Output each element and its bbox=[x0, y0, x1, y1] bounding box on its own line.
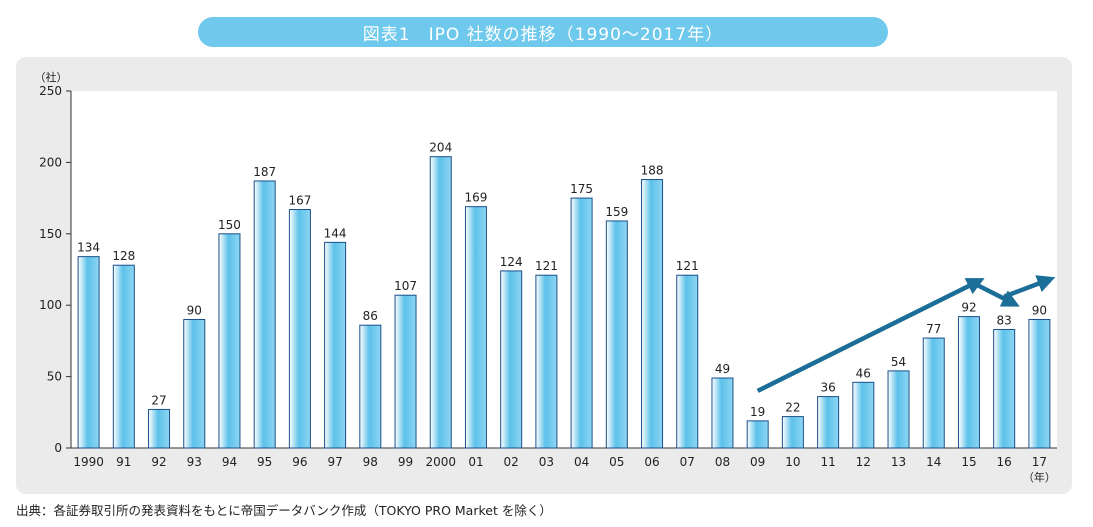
bar-value-label: 128 bbox=[112, 249, 135, 263]
x-tick-label: 04 bbox=[574, 455, 589, 469]
x-tick-label: 08 bbox=[715, 455, 730, 469]
bar bbox=[324, 241, 347, 449]
bar bbox=[535, 274, 558, 449]
x-tick-label: 14 bbox=[926, 455, 941, 469]
x-tick-label: 12 bbox=[856, 455, 871, 469]
trend-arrow bbox=[1003, 275, 1056, 299]
bar bbox=[1028, 318, 1051, 449]
bar-value-label: 204 bbox=[429, 141, 452, 155]
x-unit-label: （年） bbox=[1023, 470, 1056, 484]
x-tick-label: 99 bbox=[398, 455, 413, 469]
x-tick-label: 02 bbox=[504, 455, 519, 469]
bar bbox=[500, 270, 523, 449]
x-tick-label: 96 bbox=[292, 455, 307, 469]
x-tick-label: 93 bbox=[187, 455, 202, 469]
x-tick-label: 13 bbox=[891, 455, 906, 469]
x-tick-label: 07 bbox=[680, 455, 695, 469]
trend-arrow bbox=[756, 278, 985, 393]
bar-value-label: 22 bbox=[785, 401, 800, 415]
x-tick-label: 09 bbox=[750, 455, 765, 469]
bar bbox=[957, 316, 980, 449]
bar bbox=[253, 180, 276, 449]
x-tick-label: 01 bbox=[468, 455, 483, 469]
x-tick-label: 94 bbox=[222, 455, 237, 469]
y-tick-label: 200 bbox=[39, 155, 62, 169]
bar-value-label: 36 bbox=[820, 381, 835, 395]
bar bbox=[676, 274, 699, 449]
y-tick-label: 100 bbox=[39, 298, 62, 312]
bar bbox=[77, 256, 100, 449]
bar-value-label: 90 bbox=[187, 303, 202, 317]
bar bbox=[746, 420, 769, 449]
bar-value-label: 167 bbox=[288, 194, 311, 208]
bar bbox=[605, 220, 628, 449]
bar bbox=[852, 381, 875, 449]
x-tick-label: 1990 bbox=[73, 455, 104, 469]
x-tick-label: 17 bbox=[1032, 455, 1047, 469]
bar bbox=[394, 294, 417, 449]
bar bbox=[464, 206, 487, 449]
bar-value-label: 19 bbox=[750, 405, 765, 419]
bar-value-label: 86 bbox=[363, 309, 378, 323]
bar-value-label: 124 bbox=[500, 255, 523, 269]
bar bbox=[781, 416, 804, 449]
bar-value-label: 77 bbox=[926, 322, 941, 336]
bar-value-label: 187 bbox=[253, 165, 276, 179]
bar-value-label: 121 bbox=[676, 259, 699, 273]
x-tick-label: 15 bbox=[961, 455, 976, 469]
y-tick-label: 150 bbox=[39, 227, 62, 241]
bar-value-label: 46 bbox=[856, 366, 871, 380]
bar bbox=[993, 328, 1016, 449]
bar-value-label: 90 bbox=[1032, 303, 1047, 317]
x-tick-label: 91 bbox=[116, 455, 131, 469]
x-tick-label: 06 bbox=[644, 455, 659, 469]
x-tick-label: 2000 bbox=[425, 455, 456, 469]
y-tick-label: 50 bbox=[47, 370, 62, 384]
bar-value-label: 150 bbox=[218, 218, 241, 232]
bar-value-label: 134 bbox=[77, 241, 100, 255]
bar bbox=[218, 233, 241, 449]
bar bbox=[711, 377, 734, 449]
x-tick-label: 11 bbox=[820, 455, 835, 469]
bar bbox=[288, 209, 311, 449]
x-tick-label: 98 bbox=[363, 455, 378, 469]
bar-value-label: 121 bbox=[535, 259, 558, 273]
trend-arrow bbox=[967, 278, 1020, 307]
y-unit-label: （社） bbox=[35, 70, 68, 84]
x-tick-label: 95 bbox=[257, 455, 272, 469]
bar bbox=[429, 156, 452, 449]
bar bbox=[112, 264, 135, 449]
bar bbox=[183, 318, 206, 449]
bar-value-label: 169 bbox=[465, 191, 488, 205]
bar-value-label: 27 bbox=[151, 393, 166, 407]
x-tick-label: 10 bbox=[785, 455, 800, 469]
bar bbox=[359, 324, 382, 449]
x-tick-label: 97 bbox=[327, 455, 342, 469]
bar-value-label: 54 bbox=[891, 355, 906, 369]
bar-value-label: 92 bbox=[961, 301, 976, 315]
bar-value-label: 175 bbox=[570, 182, 593, 196]
x-tick-label: 03 bbox=[539, 455, 554, 469]
x-tick-label: 05 bbox=[609, 455, 624, 469]
bar-value-label: 159 bbox=[605, 205, 628, 219]
bar bbox=[817, 396, 840, 449]
bar-value-label: 188 bbox=[641, 164, 664, 178]
bar-value-label: 144 bbox=[324, 226, 347, 240]
bar-value-label: 107 bbox=[394, 279, 417, 293]
bar bbox=[641, 179, 664, 449]
bar-value-label: 49 bbox=[715, 362, 730, 376]
x-tick-label: 16 bbox=[997, 455, 1012, 469]
bar bbox=[887, 370, 910, 449]
chart-title: 図表1 IPO 社数の推移（1990〜2017年） bbox=[198, 17, 888, 47]
y-tick-label: 0 bbox=[54, 441, 62, 455]
bar bbox=[148, 408, 171, 449]
y-tick-label: 250 bbox=[39, 84, 62, 98]
bar bbox=[570, 197, 593, 449]
bar-value-label: 83 bbox=[997, 313, 1012, 327]
source-note: 出典：各証券取引所の発表資料をもとに帝国データバンク作成（TOKYO PRO M… bbox=[16, 503, 552, 518]
bar bbox=[922, 337, 945, 449]
x-tick-label: 92 bbox=[151, 455, 166, 469]
